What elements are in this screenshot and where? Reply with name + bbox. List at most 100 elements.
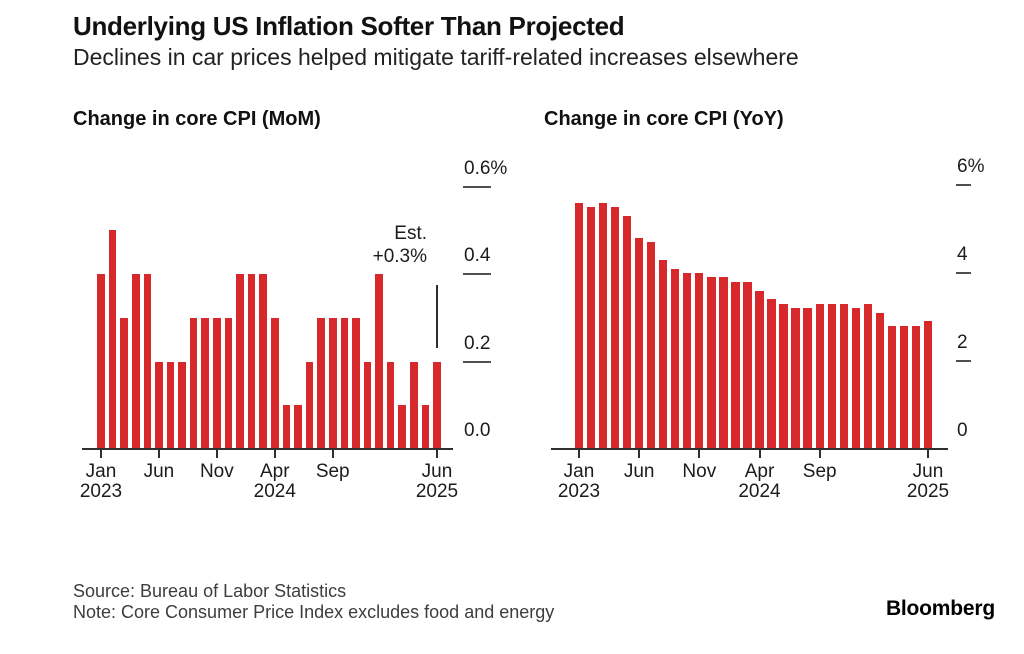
y-tick-dash (956, 272, 971, 274)
bar (120, 317, 128, 449)
bar (213, 317, 221, 449)
x-tick-label: Jun (143, 461, 175, 482)
bar (767, 299, 776, 449)
x-tick-label: Nov (199, 461, 234, 482)
x-tick (698, 450, 701, 458)
x-tick-label: 2025 (906, 481, 950, 502)
x-tick-label: Apr (744, 461, 775, 482)
bar (731, 281, 740, 449)
x-tick-label: 2024 (738, 481, 781, 502)
bar (410, 361, 418, 449)
x-tick (273, 450, 276, 458)
x-tick (331, 450, 334, 458)
estimate-annotation: Est. +0.3% (373, 222, 427, 268)
bloomberg-logo: Bloomberg (885, 597, 995, 620)
bar (236, 274, 244, 449)
bar (340, 317, 349, 449)
y-tick-label: 0.4 (464, 245, 491, 266)
bar (875, 312, 884, 449)
bar (707, 277, 716, 449)
source-line: Source: Bureau of Labor Statistics (73, 581, 347, 601)
x-tick-label: 2024 (253, 481, 296, 502)
bar (851, 308, 860, 449)
x-tick (100, 450, 102, 458)
bar (635, 237, 644, 449)
x-tick (157, 450, 160, 458)
bar (671, 268, 680, 449)
x-tick-label: 2025 (415, 481, 459, 502)
x-tick-label: Jun (421, 461, 453, 482)
bar (131, 274, 140, 449)
estimate-label: Est. (394, 223, 427, 244)
bar (803, 308, 812, 449)
bar (97, 274, 105, 449)
x-tick-label: Sep (802, 461, 837, 482)
bar (899, 325, 909, 449)
y-tick-label: 0.2 (464, 332, 491, 354)
footer-notes: Source: Bureau of Labor Statistics Note:… (73, 581, 554, 623)
bar (743, 281, 752, 449)
chart-yoy-title: Change in core CPI (YoY) (544, 108, 784, 130)
bar (317, 317, 325, 449)
x-tick (818, 450, 821, 458)
bar (815, 303, 824, 449)
x-axis-line (82, 448, 453, 450)
bar (363, 361, 372, 449)
bar (622, 215, 632, 449)
x-tick-label: 2023 (557, 481, 601, 502)
page-subtitle: Declines in car prices helped mitigate t… (73, 44, 799, 70)
bar (755, 290, 764, 449)
y-tick-label: 2 (957, 332, 968, 353)
x-tick (638, 450, 641, 458)
bar (923, 321, 933, 449)
x-tick-label: Jun (623, 461, 655, 482)
bar (827, 303, 836, 449)
bar (610, 207, 620, 449)
x-tick-label: Sep (315, 461, 350, 482)
bar (911, 325, 921, 449)
bar (352, 317, 360, 449)
bar (328, 317, 337, 449)
x-tick (758, 450, 761, 458)
bar (433, 361, 441, 449)
bar (791, 308, 800, 449)
bar (574, 202, 584, 449)
bar (143, 274, 152, 449)
x-tick-label: Jan (85, 461, 117, 482)
bar (659, 259, 668, 449)
bar (282, 405, 291, 449)
bar (598, 202, 608, 449)
y-tick-dash (956, 360, 971, 362)
bar (719, 277, 728, 449)
bar (178, 361, 186, 449)
bar (270, 317, 279, 449)
bar (386, 361, 395, 449)
bar (375, 274, 383, 449)
bar (421, 405, 430, 449)
bar (294, 405, 302, 449)
x-tick-label: Apr (259, 461, 290, 482)
bar (779, 303, 788, 449)
bar (224, 317, 233, 449)
y-tick-label: 4 (957, 244, 968, 265)
y-tick-dash (463, 360, 491, 363)
est-marker-line (435, 284, 438, 349)
x-tick-label: Jun (912, 461, 944, 482)
bar (247, 274, 256, 449)
y-tick-label: 0.0 (464, 420, 491, 441)
bar (695, 273, 704, 449)
x-tick (926, 450, 929, 458)
bar (166, 361, 175, 449)
y-tick-dash (956, 184, 971, 186)
bar (863, 303, 872, 449)
bar (189, 317, 198, 449)
bar (108, 230, 117, 449)
chart-mom-title: Change in core CPI (MoM) (73, 108, 321, 130)
bar (887, 325, 897, 449)
x-tick (435, 450, 438, 458)
bar (155, 361, 163, 449)
bar (398, 405, 407, 449)
x-tick-label: Jan (563, 461, 595, 482)
y-tick-label: 6% (957, 156, 985, 177)
